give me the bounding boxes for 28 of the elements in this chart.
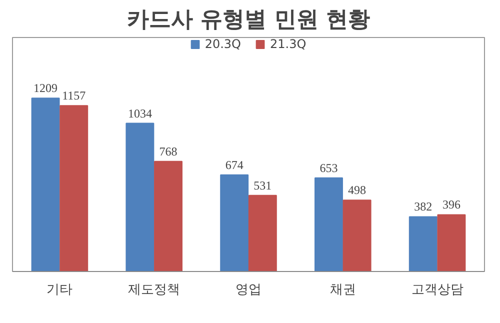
- x-tick-label: 기타: [46, 282, 73, 298]
- data-label: 768: [159, 144, 178, 158]
- bar: [31, 98, 60, 272]
- data-label: 653: [320, 160, 338, 175]
- data-label: 674: [225, 158, 244, 172]
- x-tick-label: 영업: [236, 282, 262, 298]
- data-label: 1209: [34, 81, 58, 96]
- x-tick-label: 제도정책: [128, 282, 180, 298]
- bar: [126, 122, 154, 272]
- data-label: 382: [414, 200, 432, 214]
- bar: [437, 214, 466, 272]
- data-label: 1034: [128, 106, 152, 120]
- bar: [314, 177, 343, 272]
- data-label: 498: [348, 183, 366, 198]
- legend-label: 20.3Q: [204, 37, 241, 51]
- bar: [60, 105, 88, 272]
- x-tick-label: 고객상담: [411, 282, 464, 298]
- legend-label: 21.3Q: [270, 37, 306, 51]
- bar: [342, 200, 372, 272]
- bar: [154, 160, 182, 272]
- bar: [248, 194, 277, 272]
- data-label: 531: [254, 178, 272, 192]
- bar: [408, 216, 438, 272]
- x-tick-label: 채권: [330, 282, 356, 298]
- bar: [220, 174, 249, 272]
- chart-title: 카드사 유형별 민원 현황: [127, 8, 370, 32]
- data-label: 396: [442, 198, 460, 212]
- data-label: 1157: [62, 88, 86, 103]
